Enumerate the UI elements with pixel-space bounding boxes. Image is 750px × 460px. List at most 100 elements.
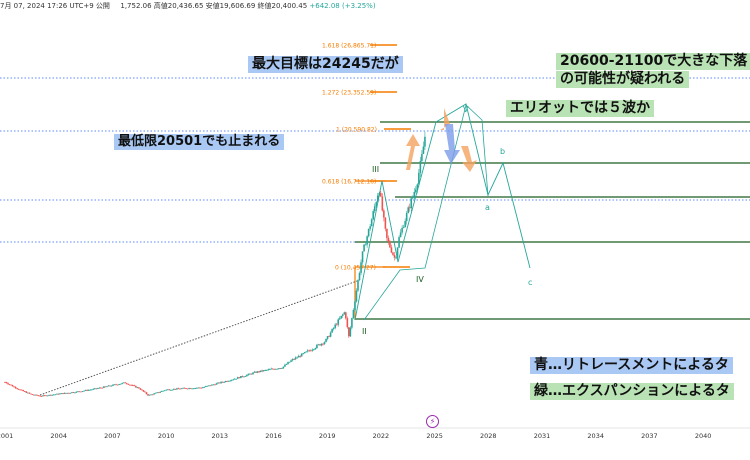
candle-body (118, 384, 120, 386)
candle-body (176, 388, 178, 390)
candle-body (399, 232, 402, 238)
candle-body (352, 309, 355, 319)
candle-body (221, 381, 224, 383)
candle-body (141, 389, 143, 391)
candle-body (83, 390, 85, 392)
candle-body (142, 390, 145, 392)
candle-body (233, 378, 236, 380)
candle-body (419, 160, 422, 173)
wave-label: c (528, 278, 532, 287)
candle-body (171, 389, 174, 391)
candle-body (314, 348, 317, 350)
candle-body (46, 395, 49, 397)
candle-body (208, 385, 210, 387)
candle-body (192, 388, 195, 390)
candle-body (51, 394, 53, 396)
candle-body (306, 350, 309, 352)
candle-body (177, 388, 180, 390)
candle-body (139, 388, 142, 390)
candle-body (381, 196, 384, 211)
candle-body (84, 389, 87, 391)
candle-body (337, 319, 340, 325)
candle-body (358, 272, 361, 280)
candle-body (212, 384, 215, 386)
candle-body (224, 381, 227, 383)
arrow-down-icon (461, 146, 477, 172)
candle-body (422, 146, 425, 154)
candle-body (10, 384, 12, 386)
candle-body (396, 247, 399, 258)
candle-body (285, 364, 288, 366)
candle-body (259, 370, 262, 373)
wave-label: a (485, 203, 490, 212)
candle-body (256, 371, 259, 373)
candle-body (109, 385, 111, 387)
candle-body (185, 388, 187, 389)
x-tick-label: 2022 (373, 432, 390, 440)
header-high-label: 高値 (153, 2, 168, 10)
candle-body (33, 394, 35, 396)
candle-body (366, 236, 368, 245)
candle-body (235, 378, 238, 380)
candle-body (60, 393, 63, 395)
candle-body (293, 359, 295, 360)
candle-body (138, 387, 140, 389)
candle-body (302, 353, 305, 355)
candle-body (17, 388, 20, 390)
candle-body (22, 390, 25, 392)
candle-body (217, 382, 219, 384)
candle-body (147, 394, 149, 396)
candle-body (86, 389, 88, 391)
candle-body (291, 359, 294, 361)
header-low-label: 安値 (205, 2, 220, 10)
candle-body (200, 387, 203, 389)
x-tick-label: 2019 (319, 432, 336, 440)
candle-body (401, 227, 403, 233)
candle-body (7, 383, 9, 385)
candle-body (42, 395, 44, 397)
candle-body (218, 382, 221, 384)
candle-body (30, 393, 32, 395)
candle-body (57, 393, 60, 395)
candle-body (389, 241, 391, 248)
candle-body (223, 382, 225, 383)
candle-body (98, 387, 101, 389)
candle-body (300, 353, 303, 357)
candle-body (360, 262, 362, 273)
candle-body (206, 385, 209, 387)
candle-body (392, 252, 394, 255)
candle-body (136, 387, 139, 389)
candle-body (348, 327, 350, 337)
candle-body (36, 394, 38, 396)
candle-body (296, 357, 298, 359)
candle-body (311, 349, 314, 351)
candle-body (11, 385, 14, 387)
candle-body (159, 391, 161, 393)
annotation-min-stop: 最低限20501でも止まれる (114, 134, 285, 150)
annotation-elliott: エリオットでは５波か (506, 100, 654, 117)
candle-body (334, 324, 336, 328)
candle-body (100, 387, 102, 389)
candle-body (421, 153, 423, 161)
candle-body (40, 396, 43, 397)
candle-body (89, 389, 92, 391)
header-date: 7月 07, 2024 17:26 UTC+9 (0, 2, 94, 10)
candle-body (340, 315, 343, 319)
candle-body (294, 357, 297, 360)
candle-body (346, 318, 349, 328)
candle-body (322, 343, 324, 345)
candle-body (148, 394, 151, 396)
tradingview-logo-icon[interactable]: ⚡ (426, 415, 439, 428)
candle-body (320, 343, 323, 346)
annotation-max-target: 最大目標は24245だが (248, 56, 403, 73)
candle-body (244, 376, 247, 377)
candle-body (170, 389, 172, 391)
candle-body (66, 392, 69, 394)
candle-body (183, 387, 186, 389)
candle-body (160, 391, 163, 392)
candle-body (402, 227, 405, 228)
candle-body (313, 349, 315, 351)
candle-body (413, 191, 416, 197)
candle-body (69, 392, 72, 394)
header-change: +642.08 (+3.25%) (309, 2, 376, 10)
